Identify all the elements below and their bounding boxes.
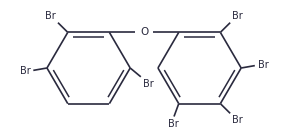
- Text: Br: Br: [45, 11, 56, 21]
- Text: Br: Br: [143, 79, 154, 89]
- Text: Br: Br: [232, 11, 243, 21]
- Text: Br: Br: [232, 115, 243, 125]
- Text: Br: Br: [20, 66, 30, 76]
- Text: O: O: [140, 27, 148, 37]
- Text: Br: Br: [168, 119, 178, 129]
- Text: Br: Br: [258, 60, 268, 70]
